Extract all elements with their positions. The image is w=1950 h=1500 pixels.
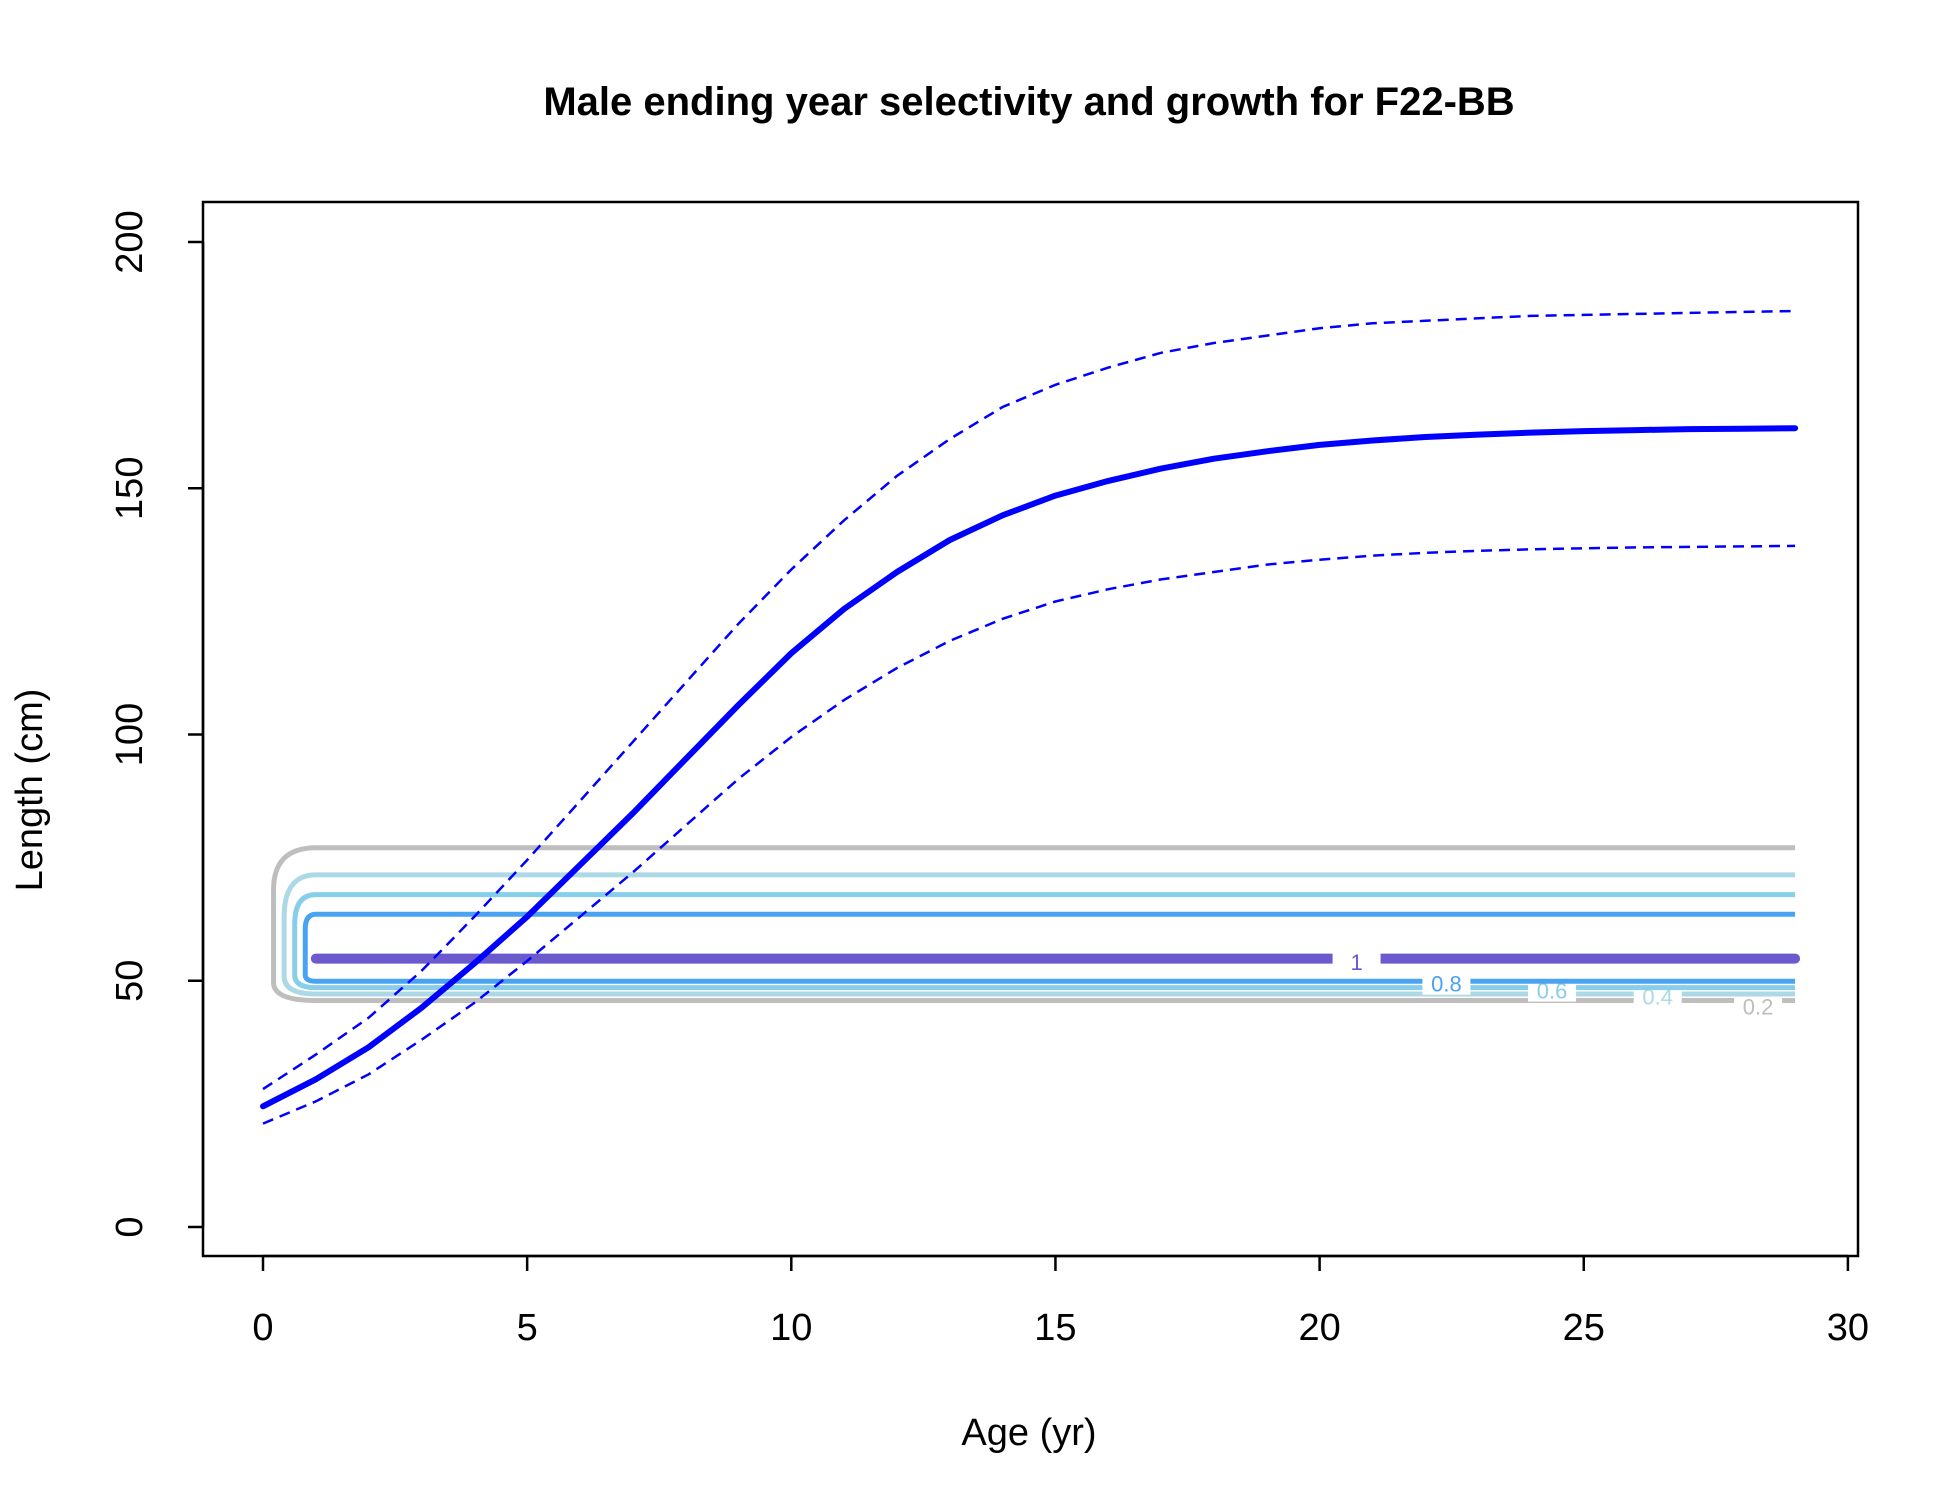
contour-label: 0.2 (1743, 994, 1774, 1019)
growth-mean-line (260, 425, 1799, 1110)
y-axis-label: Length (cm) (9, 689, 51, 892)
contour-line-0.8 (302, 911, 1796, 984)
x-tick-label: 10 (770, 1307, 812, 1349)
x-tick-label: 20 (1298, 1307, 1340, 1349)
chart-title: Male ending year selectivity and growth … (543, 80, 1514, 124)
x-tick-label: 0 (252, 1307, 273, 1349)
contour-label: 0.8 (1431, 972, 1462, 997)
contour-label: 1 (1350, 950, 1362, 975)
x-axis-label: Age (yr) (961, 1412, 1096, 1454)
y-tick-label: 0 (109, 1216, 151, 1237)
x-tick-label: 25 (1563, 1307, 1605, 1349)
axes-layer: 0 5 10 15 20 25 30 0 50 100 150 200 (109, 210, 1869, 1349)
contour-line-0.2 (271, 845, 1796, 1003)
growth-lower-interval-line (262, 544, 1796, 1125)
x-tick-label: 30 (1827, 1307, 1869, 1349)
y-tick-label: 150 (109, 457, 151, 520)
contour-label-gap (1332, 947, 1381, 974)
contour-layer: 0.20.40.60.81 (271, 845, 1801, 1019)
contour-line-0.4 (281, 872, 1796, 997)
contour-line-0.6 (292, 892, 1796, 991)
x-tick-label: 15 (1034, 1307, 1076, 1349)
y-tick-label: 200 (109, 210, 151, 273)
y-tick-label: 50 (109, 960, 151, 1002)
contour-label-gap (1422, 968, 1471, 995)
x-tick-label: 5 (517, 1307, 538, 1349)
series-layer (260, 309, 1799, 1125)
y-tick-label: 100 (109, 703, 151, 766)
